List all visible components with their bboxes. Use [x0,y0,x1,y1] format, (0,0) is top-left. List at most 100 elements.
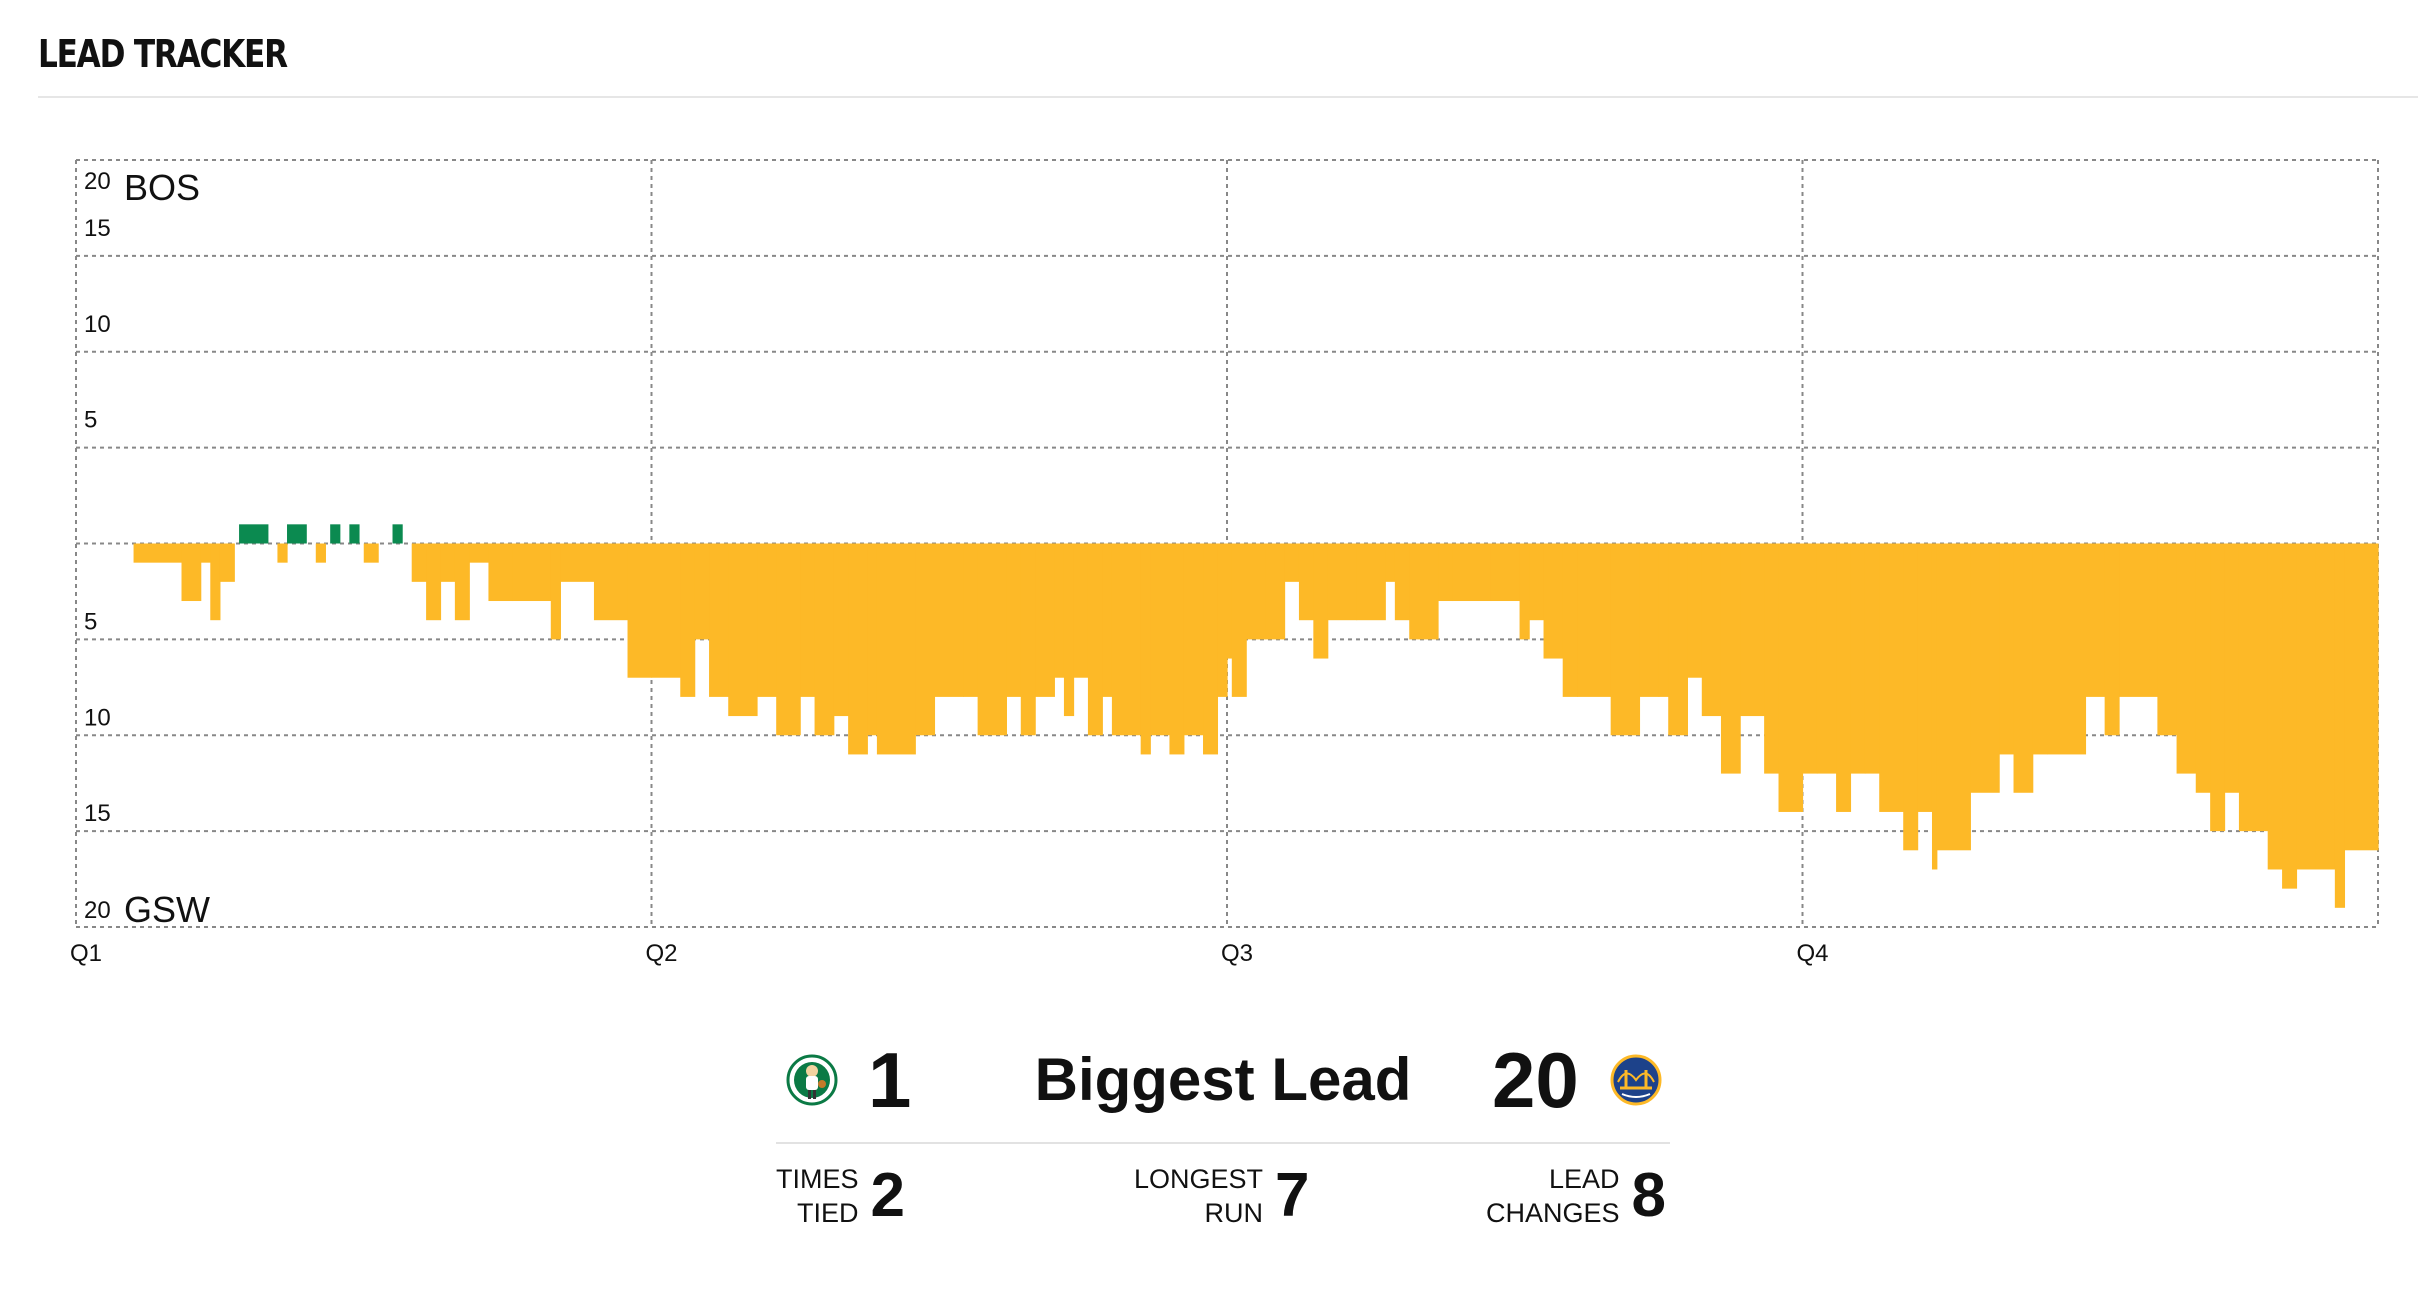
gsw-lead-bar [1284,543,1300,582]
gsw-lead-bar [963,543,979,697]
gsw-lead-bar [1836,543,1852,812]
gsw-lead-bar [1265,543,1286,640]
gsw-lead-bar [1073,543,1089,678]
gsw-lead-bar [1577,543,1612,697]
gsw-lead-bar [1438,543,1454,602]
gsw-lead-bar [915,543,936,736]
gsw-lead-bar [1394,543,1410,621]
gsw-lead-bar [1150,543,1171,736]
gsw-lead-bar [1490,543,1521,602]
gsw-lead-bar [1543,543,1564,659]
bos-biggest-lead: 1 [868,1036,912,1124]
gsw-lead-bar [1999,543,2015,755]
gsw-lead-bar [315,543,326,563]
gsw-lead-bar [1864,543,1880,774]
x-tick-label: Q2 [646,940,678,967]
gsw-lead-bar [2195,543,2211,793]
lead-changes-label-line2: CHANGES [1486,1198,1620,1228]
gsw-lead-bar [1111,543,1142,736]
gsw-lead-bar [1917,543,1933,812]
lead-tracker-chart: 20 15 10 5 5 10 15 20 BOS GSW Q1 Q2 Q3 Q4 [70,159,2379,967]
gsw-lead-bar [363,543,379,563]
gsw-lead-bar [469,543,490,563]
gsw-lead-bar [1970,543,2000,793]
gsw-lead-bar [181,543,202,602]
gsw-lead-bar [1778,543,1804,812]
gsw-lead-bar [1385,543,1396,582]
gsw-lead-bar [2267,543,2283,870]
gsw-lead-bar [848,543,868,755]
gsw-lead-bar [1054,543,1065,678]
gsw-axis-label: GSW [124,889,210,930]
gsw-lead-bar [1006,543,1022,697]
gsw-lead-bar [1140,543,1151,755]
gsw-lead-bar [680,543,696,697]
gsw-lead-bar [200,543,211,563]
gsw-lead-bar [2157,543,2178,736]
gsw-lead-bar [2282,543,2298,889]
gsw-lead-bar [776,543,801,736]
gsw-lead-bar [560,543,595,582]
gsw-lead-bar [757,543,777,697]
gsw-lead-bar [1102,543,1113,697]
gsw-lead-bar [2210,543,2226,832]
longest-run-label-line1: LONGEST [1134,1164,1264,1194]
gsw-biggest-lead: 20 [1492,1036,1579,1124]
gsw-lead-bar [2238,543,2269,832]
bos-lead-bar [349,524,360,544]
bos-lead-bar [287,524,307,544]
gsw-lead-bar [1313,543,1329,659]
gsw-lead-bar [1087,543,1103,736]
header: LEAD TRACKER [38,28,2418,98]
gsw-lead-bar [1658,543,1669,697]
longest-run-value: 7 [1275,1161,1310,1230]
biggest-lead-label: Biggest Lead [1034,1046,1412,1113]
gsw-lead-bar [1035,543,1055,697]
game-stats: 1 Biggest Lead 20 TIMES TIED 2 LONGEST R… [776,1030,1670,1254]
gsw-lead-bar [2047,543,2087,755]
gsw-lead-bar [1409,543,1439,640]
gsw-lead-bar [2334,543,2346,908]
gsw-lead-bar [1764,543,1780,774]
gsw-lead-bar [627,543,653,678]
gsw-lead-bar [1183,543,1204,736]
gsw-lead-bar [440,543,456,582]
gsw-lead-bar [1217,543,1228,697]
gsw-lead-bar [1639,543,1660,697]
times-tied-value: 2 [870,1161,905,1230]
gsw-lead-bar [1668,543,1688,736]
gsw-lead-bar [651,543,681,678]
gsw-lead-bar [728,543,758,717]
gsw-lead-bar [1740,543,1765,717]
gsw-lead-bar [1356,543,1386,621]
gsw-lead-bar [1610,543,1641,736]
y-tick-label: 20 [84,897,111,924]
gsw-lead-bar [454,543,470,621]
gsw-lead-bar [219,543,235,582]
gsw-lead-bar [1562,543,1578,697]
gsw-lead-bar [1879,543,1904,812]
x-tick-label: Q4 [1797,940,1829,967]
gsw-lead-bar [1816,543,1837,774]
lead-changes-value: 8 [1631,1161,1667,1230]
lead-changes-stat: LEAD CHANGES 8 [1486,1156,1666,1236]
celtics-logo-icon [786,1054,838,1106]
y-tick-label: 5 [84,608,97,635]
gsw-lead-bar [800,543,816,697]
gsw-lead-bar [876,543,916,755]
gsw-lead-bar [2104,543,2120,736]
y-tick-label: 5 [84,407,97,434]
gsw-lead-bar [277,543,288,563]
gsw-lead-bar [1203,543,1219,755]
bos-lead-bar [239,524,269,544]
y-tick-label: 10 [84,311,111,338]
gsw-lead-bar [2344,543,2379,851]
gsw-lead-bar [2119,543,2158,697]
gsw-lead-bar [512,543,552,602]
gsw-lead-bar [1231,543,1247,697]
lead-area-layer [133,524,2379,908]
gsw-lead-bar [867,543,878,736]
gsw-lead-bar [1720,543,1741,774]
gsw-lead-bar [977,543,1007,736]
page-title: LEAD TRACKER [38,32,288,76]
